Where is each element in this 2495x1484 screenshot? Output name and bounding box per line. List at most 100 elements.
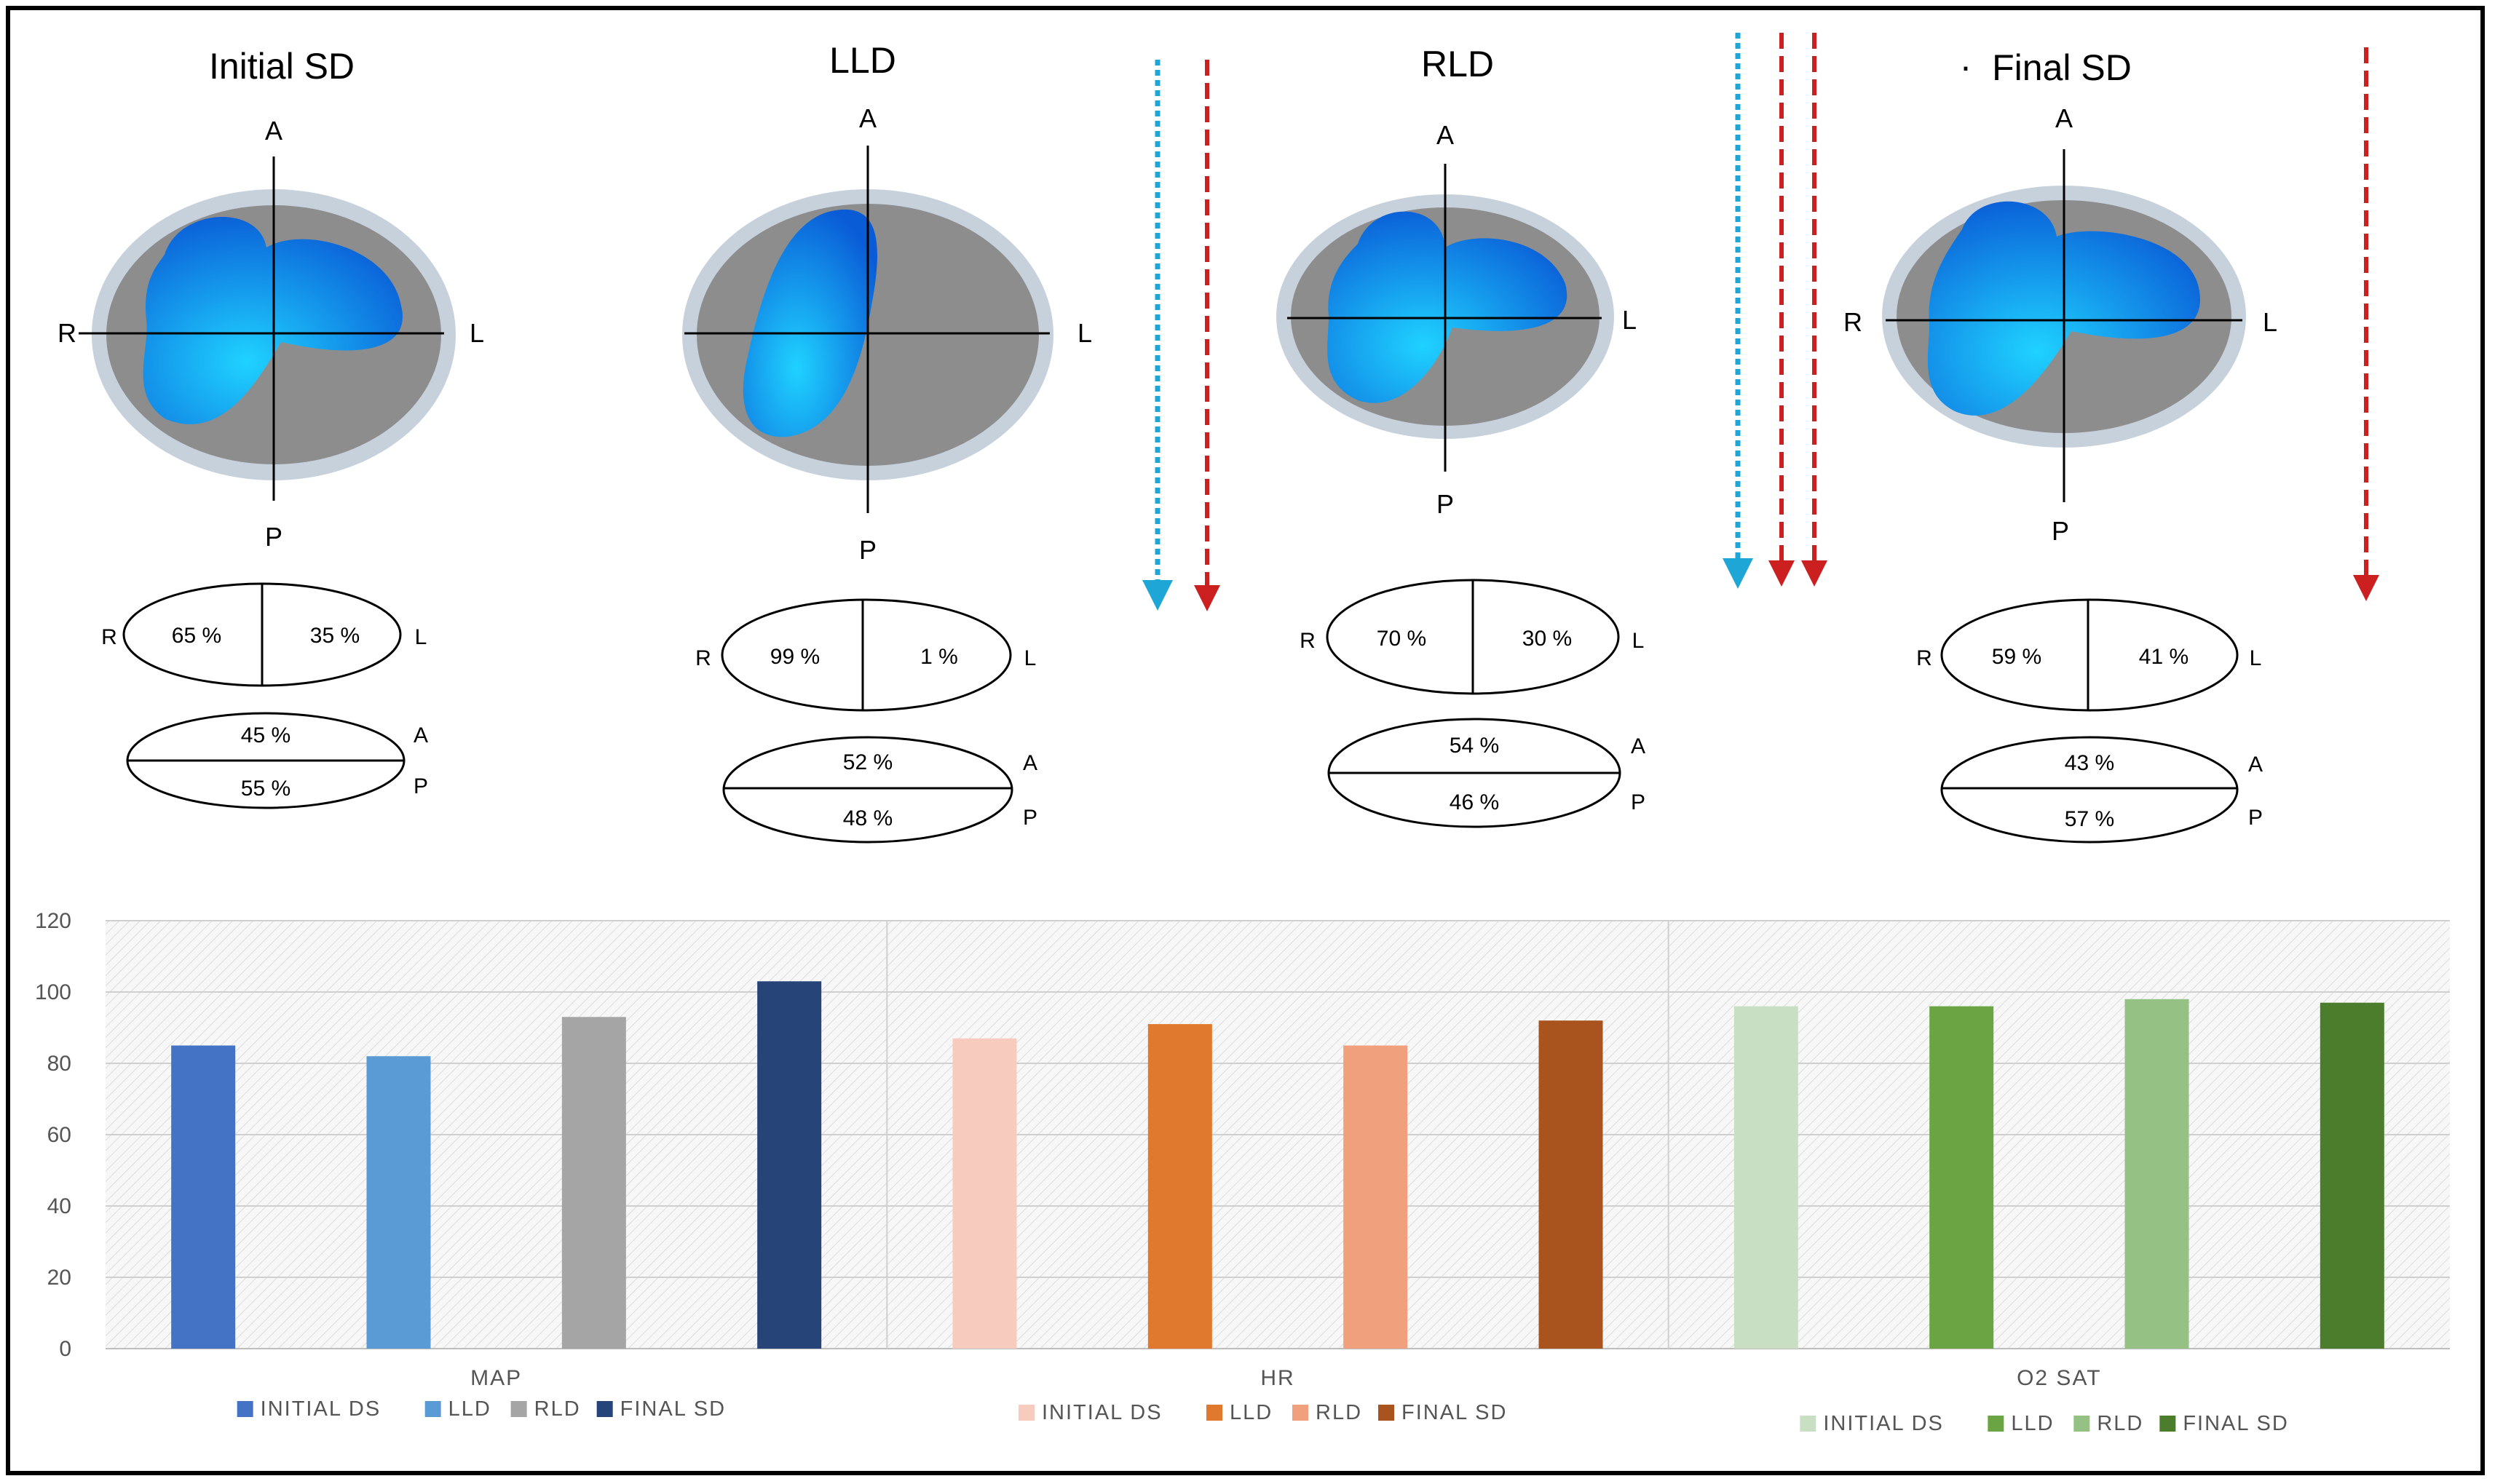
transition-arrows xyxy=(1142,33,2379,611)
legend-label: INITIAL DS xyxy=(1042,1401,1163,1424)
legend-swatch xyxy=(596,1401,613,1417)
bar xyxy=(1538,1020,1603,1349)
legend-swatch xyxy=(1292,1405,1308,1421)
legend-swatch xyxy=(1206,1405,1222,1421)
anterior-percent: 54 % xyxy=(1450,734,1499,758)
posterior-label: P xyxy=(414,774,428,798)
right-percent: 65 % xyxy=(172,624,221,648)
posterior-label: P xyxy=(1631,790,1645,814)
legend-swatch xyxy=(2073,1416,2090,1432)
panel-title: Final SD xyxy=(1992,47,2132,88)
ap-distribution-ellipse: 43 % 57 % A P xyxy=(1940,736,2263,844)
y-tick-label: 60 xyxy=(47,1123,71,1147)
legend-label: INITIAL DS xyxy=(261,1397,381,1421)
rl-distribution-ellipse: 99 % 1 % R L xyxy=(695,598,1037,712)
y-tick-label: 120 xyxy=(35,909,71,933)
left-label: L xyxy=(1024,646,1037,670)
panel-title-prefix: · xyxy=(1960,46,1972,87)
bar xyxy=(757,981,822,1349)
left-label: L xyxy=(2250,646,2262,670)
left-label: L xyxy=(470,318,484,348)
category-label: O2 SAT xyxy=(2017,1366,2101,1390)
legend-label: INITIAL DS xyxy=(1823,1412,1944,1435)
vitals-bar-chart: 0 20 40 60 80 100 120 MAP INITIAL DS LLD RLD FINAL … xyxy=(35,909,2450,1435)
legend-label: RLD xyxy=(1316,1401,1362,1424)
panel-initial-sd: Initial SD A P R L 65 % 35 % R L 45 % 55… xyxy=(58,46,484,809)
left-label: L xyxy=(2263,307,2277,337)
legend-label: RLD xyxy=(2097,1412,2143,1435)
legend-label: LLD xyxy=(2011,1412,2054,1435)
ap-distribution-ellipse: 45 % 55 % A P xyxy=(126,712,428,809)
panel-title: Initial SD xyxy=(209,46,355,87)
anterior-label: A xyxy=(1631,734,1645,758)
left-label: L xyxy=(415,625,427,649)
panel-title: LLD xyxy=(829,40,896,81)
posterior-percent: 48 % xyxy=(843,806,893,830)
legend-swatch xyxy=(1988,1416,2004,1432)
lung-ventilation-shape xyxy=(743,209,877,437)
y-tick-label: 80 xyxy=(47,1052,71,1076)
posterior-label: P xyxy=(1023,806,1037,830)
bar xyxy=(366,1056,431,1349)
left-percent: 41 % xyxy=(2139,645,2188,669)
legend-swatch xyxy=(2159,1416,2176,1432)
anterior-label: A xyxy=(265,116,282,146)
rl-distribution-ellipse: 65 % 35 % R L xyxy=(101,582,427,687)
legend-label: FINAL SD xyxy=(2183,1412,2288,1435)
left-label: L xyxy=(1622,305,1637,335)
right-label: R xyxy=(1916,646,1932,670)
posterior-label: P xyxy=(1436,489,1454,519)
legend-swatch xyxy=(1800,1416,1816,1432)
y-tick-label: 0 xyxy=(59,1337,71,1361)
left-percent: 30 % xyxy=(1522,627,1572,651)
panel-lld: LLD A P L 99 % 1 % R L 52 % 48 % A P xyxy=(682,40,1092,844)
panel-rld: RLD A P L 70 % 30 % R L 54 % 46 % A P xyxy=(1276,44,1645,828)
legend-swatch xyxy=(424,1401,441,1417)
anterior-percent: 45 % xyxy=(241,723,290,747)
anterior-percent: 43 % xyxy=(2065,751,2114,775)
legend-swatch xyxy=(1378,1405,1394,1421)
y-tick-label: 100 xyxy=(35,980,71,1004)
anterior-label: A xyxy=(859,103,877,133)
panel-final-sd: · Final SD A P R L 59 % 41 % R L 43 % 57… xyxy=(1843,46,2277,844)
left-percent: 1 % xyxy=(920,645,958,669)
lung-ventilation-shape xyxy=(1327,211,1567,403)
ap-distribution-ellipse: 54 % 46 % A P xyxy=(1327,718,1645,828)
legend-label: FINAL SD xyxy=(1401,1401,1507,1424)
right-label: R xyxy=(101,625,117,649)
right-percent: 99 % xyxy=(770,645,820,669)
legend-label: LLD xyxy=(1230,1401,1273,1424)
right-percent: 59 % xyxy=(1992,645,2041,669)
rl-distribution-ellipse: 70 % 30 % R L xyxy=(1300,579,1645,695)
right-label: R xyxy=(58,318,76,348)
left-label: L xyxy=(1632,629,1645,653)
bar xyxy=(1733,1006,1798,1349)
left-percent: 35 % xyxy=(310,624,360,648)
rl-distribution-ellipse: 59 % 41 % R L xyxy=(1916,598,2262,712)
legend-label: FINAL SD xyxy=(620,1397,726,1421)
bar xyxy=(1929,1006,1994,1349)
right-label: R xyxy=(1843,307,1862,337)
anterior-label: A xyxy=(414,723,428,747)
anterior-label: A xyxy=(1023,751,1037,775)
posterior-percent: 55 % xyxy=(241,777,290,801)
bar xyxy=(952,1038,1017,1349)
category-label: MAP xyxy=(470,1366,522,1390)
bar xyxy=(1147,1024,1212,1349)
legend-swatch xyxy=(510,1401,527,1417)
anterior-percent: 52 % xyxy=(843,750,893,774)
posterior-label: P xyxy=(2052,516,2069,546)
right-label: R xyxy=(1300,629,1316,653)
anterior-label: A xyxy=(1436,120,1454,150)
posterior-label: P xyxy=(859,535,877,565)
ap-distribution-ellipse: 52 % 48 % A P xyxy=(722,736,1037,844)
figure-frame xyxy=(6,6,2485,1475)
posterior-label: P xyxy=(2248,806,2263,830)
legend-label: RLD xyxy=(534,1397,581,1421)
bar xyxy=(1343,1045,1408,1349)
anterior-label: A xyxy=(2248,753,2263,777)
bar xyxy=(2124,999,2189,1349)
right-label: R xyxy=(695,646,711,670)
posterior-label: P xyxy=(265,522,282,552)
